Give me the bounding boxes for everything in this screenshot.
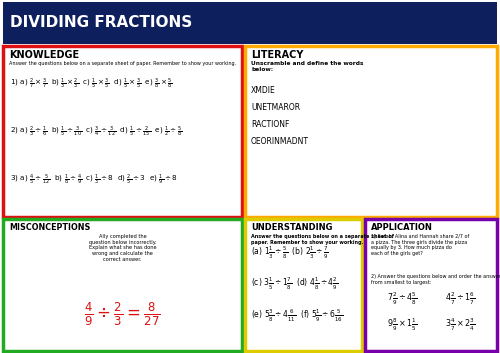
Text: Answer the questions below on a separate sheet of
paper. Remember to show your w: Answer the questions below on a separate… bbox=[251, 234, 394, 245]
Text: Answer the questions below on a separate sheet of paper. Remember to show your w: Answer the questions below on a separate… bbox=[9, 61, 236, 66]
Text: (a) $1\frac{1}{3} \div \frac{5}{8}$  (b) $2\frac{1}{3} \div \frac{7}{9}$: (a) $1\frac{1}{3} \div \frac{5}{8}$ (b) … bbox=[251, 245, 329, 261]
FancyBboxPatch shape bbox=[3, 46, 242, 217]
Text: $3\frac{4}{7} \times 2\frac{3}{4}$: $3\frac{4}{7} \times 2\frac{3}{4}$ bbox=[445, 317, 475, 333]
Text: APPLICATION: APPLICATION bbox=[371, 223, 433, 232]
FancyBboxPatch shape bbox=[245, 46, 497, 217]
Text: (e) $5\frac{3}{8} \div 4\frac{6}{11}$  (f) $5\frac{1}{9} \div 6\frac{5}{16}$: (e) $5\frac{3}{8} \div 4\frac{6}{11}$ (f… bbox=[251, 308, 344, 324]
Text: 2) Answer the questions below and order the answers
from smallest to largest:: 2) Answer the questions below and order … bbox=[371, 274, 500, 285]
Text: 1) a) $\frac{2}{7} \times \frac{3}{7}$  b) $\frac{1}{3} \times \frac{2}{3}$  c) : 1) a) $\frac{2}{7} \times \frac{3}{7}$ b… bbox=[10, 77, 173, 91]
FancyBboxPatch shape bbox=[245, 219, 362, 351]
FancyBboxPatch shape bbox=[365, 219, 497, 351]
Text: XMDIE: XMDIE bbox=[251, 86, 276, 95]
Text: 2) a) $\frac{2}{3} \div \frac{1}{6}$  b) $\frac{1}{5} \div \frac{3}{10}$  c) $\f: 2) a) $\frac{2}{3} \div \frac{1}{6}$ b) … bbox=[10, 125, 182, 139]
Text: Unscramble and define the words
below:: Unscramble and define the words below: bbox=[251, 61, 364, 72]
Text: 3) a) $\frac{4}{5} \div \frac{5}{12}$  b) $\frac{1}{8} \div \frac{4}{9}$  c) $\f: 3) a) $\frac{4}{5} \div \frac{5}{12}$ b)… bbox=[10, 173, 178, 187]
Text: OEORINMADNT: OEORINMADNT bbox=[251, 137, 309, 146]
Text: $9\frac{8}{9} \times 1\frac{1}{5}$: $9\frac{8}{9} \times 1\frac{1}{5}$ bbox=[387, 317, 417, 333]
Text: $\frac{4}{9} \div \frac{2}{3} = \frac{8}{27}$: $\frac{4}{9} \div \frac{2}{3} = \frac{8}… bbox=[84, 300, 161, 328]
Text: LITERACY: LITERACY bbox=[251, 50, 304, 60]
Text: MISCONCEPTIONS: MISCONCEPTIONS bbox=[9, 223, 90, 232]
Text: 1) Sarah, Alina and Hannah share 2/7 of
a pizza. The three girls divide the pizz: 1) Sarah, Alina and Hannah share 2/7 of … bbox=[371, 234, 470, 256]
Text: UNETMAROR: UNETMAROR bbox=[251, 103, 300, 112]
Text: RACTIONF: RACTIONF bbox=[251, 120, 290, 129]
Text: KNOWLEDGE: KNOWLEDGE bbox=[9, 50, 79, 60]
Text: $7\frac{2}{9} \div 4\frac{5}{8}$: $7\frac{2}{9} \div 4\frac{5}{8}$ bbox=[387, 290, 417, 307]
FancyBboxPatch shape bbox=[3, 219, 242, 351]
Text: DIVIDING FRACTIONS: DIVIDING FRACTIONS bbox=[10, 16, 193, 30]
FancyBboxPatch shape bbox=[3, 2, 497, 44]
Text: Ally completed the
question below incorrectly.
Explain what she has done
wrong a: Ally completed the question below incorr… bbox=[88, 234, 156, 262]
Text: UNDERSTANDING: UNDERSTANDING bbox=[251, 223, 332, 232]
Text: (c) $3\frac{1}{5} \div 1\frac{7}{8}$  (d) $4\frac{1}{8} \div 4\frac{2}{9}$: (c) $3\frac{1}{5} \div 1\frac{7}{8}$ (d)… bbox=[251, 276, 338, 292]
Text: $4\frac{2}{7} \div 1\frac{6}{7}$: $4\frac{2}{7} \div 1\frac{6}{7}$ bbox=[445, 290, 475, 307]
